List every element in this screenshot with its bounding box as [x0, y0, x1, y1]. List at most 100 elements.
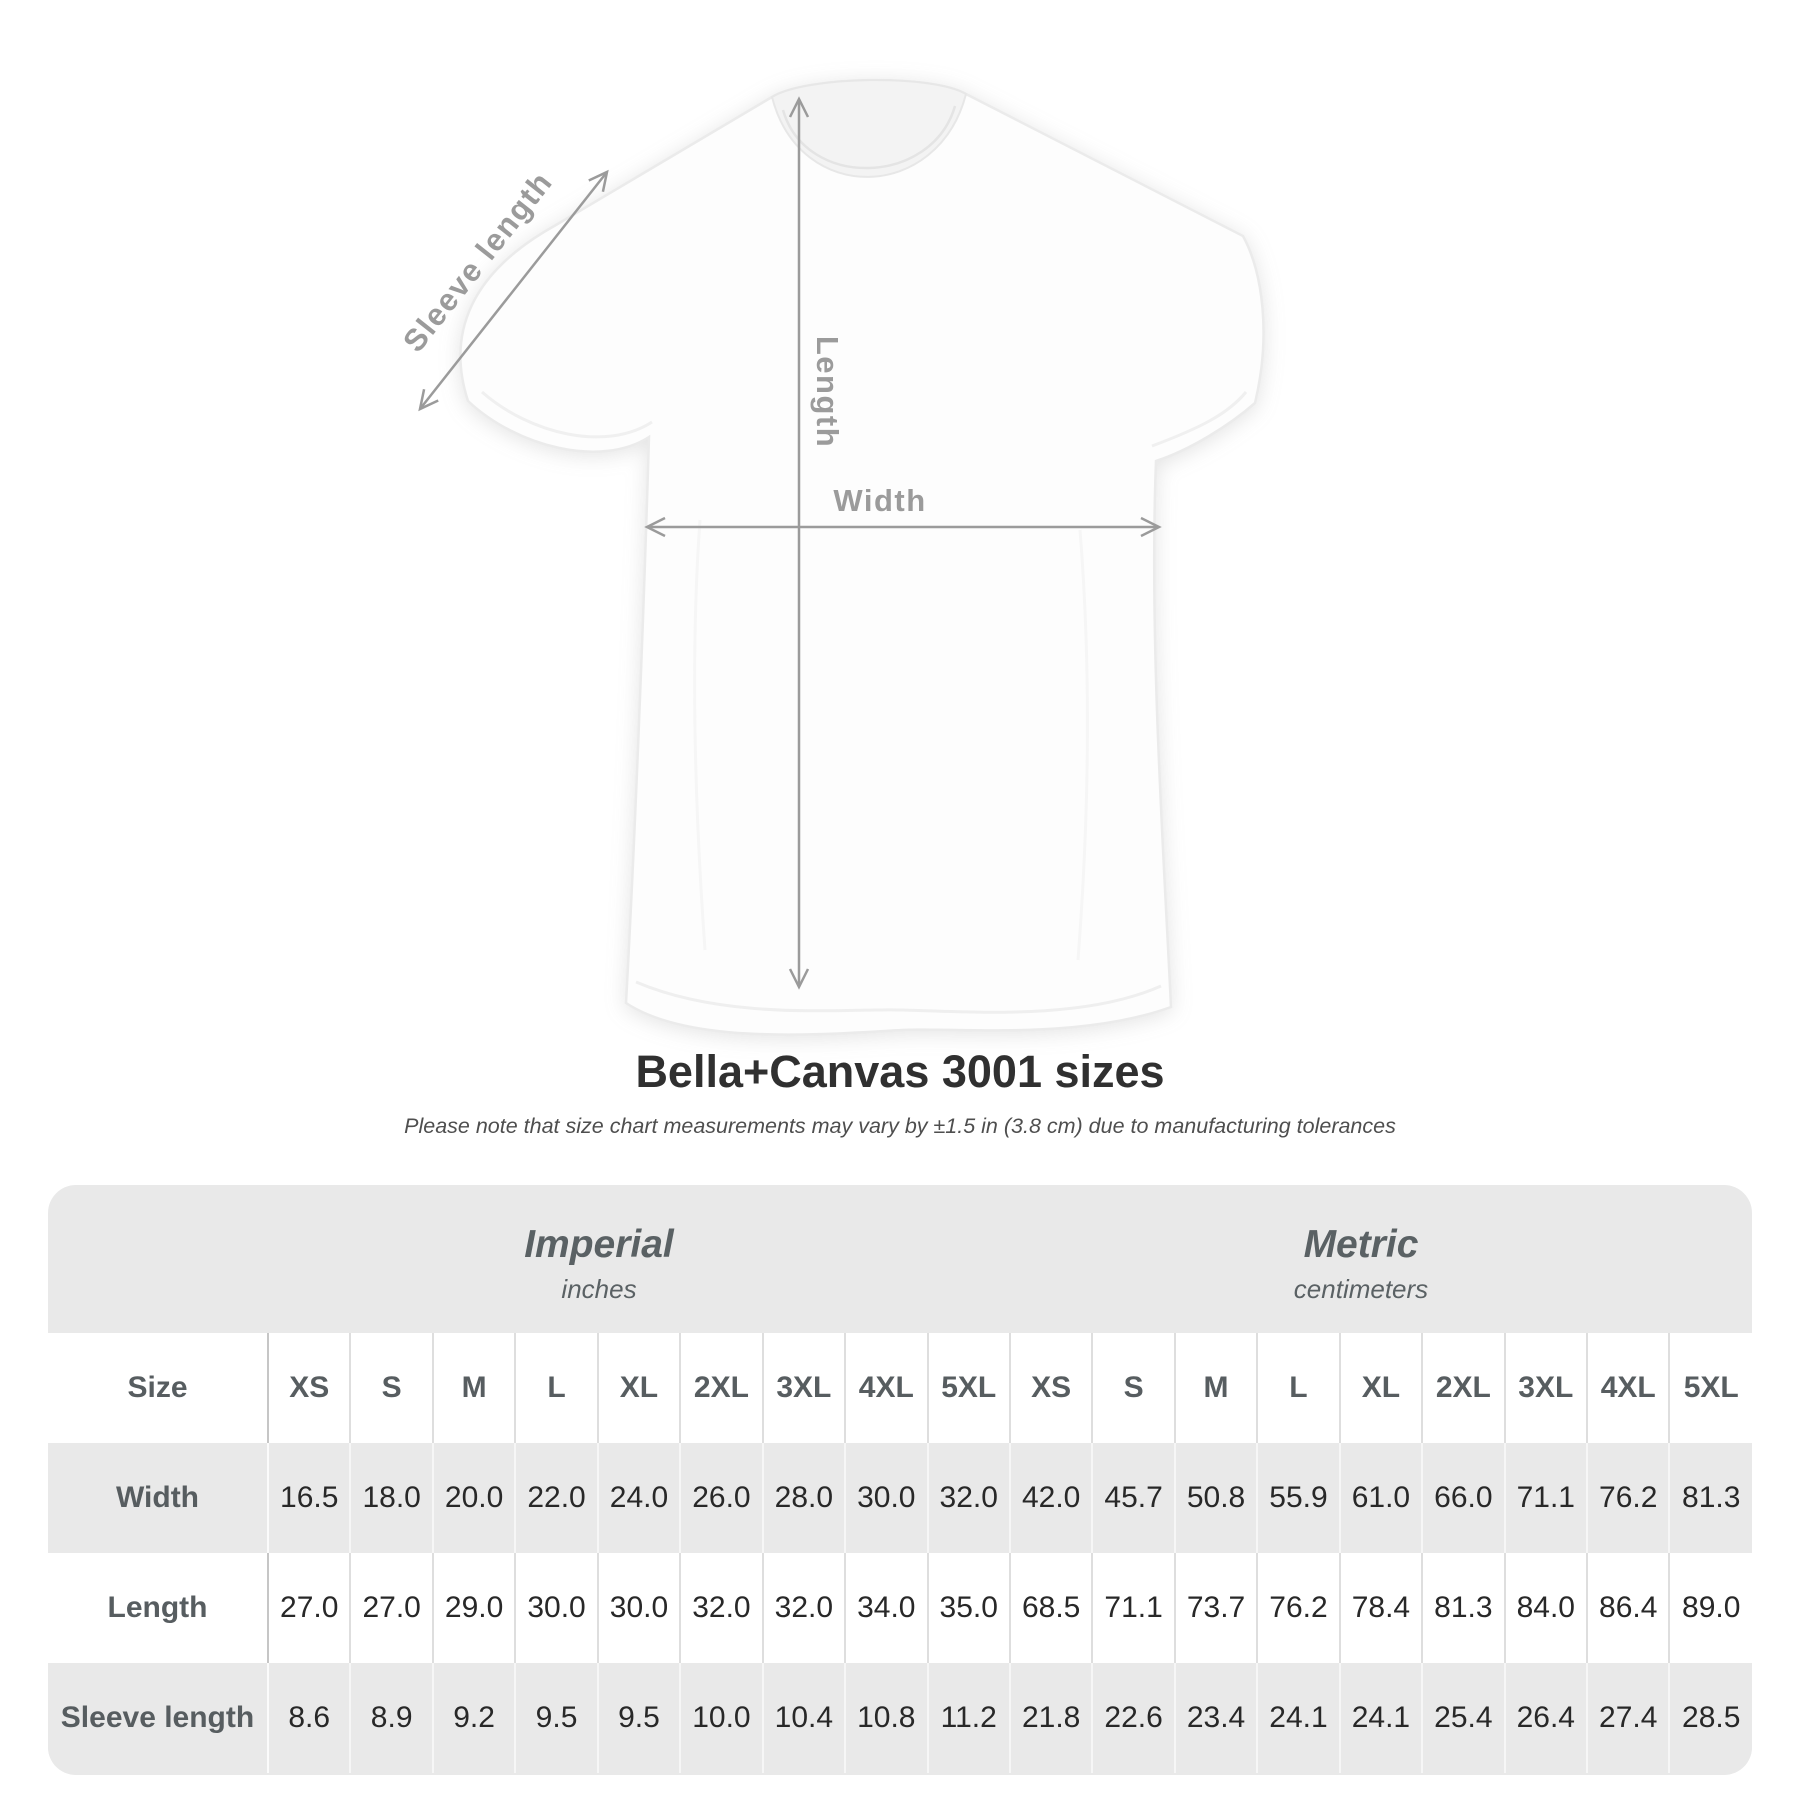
size-header-cell: S — [350, 1333, 434, 1443]
measurement-value-cell: 25.4 — [1422, 1663, 1506, 1773]
measurement-value-cell: 8.9 — [350, 1663, 434, 1773]
measurement-value-cell: 45.7 — [1092, 1443, 1176, 1553]
imperial-header: Imperial — [524, 1222, 674, 1266]
tshirt-silhouette — [459, 78, 1265, 1036]
measurement-value-cell: 23.4 — [1174, 1663, 1259, 1773]
measurement-value-cell: 16.5 — [268, 1443, 352, 1553]
measurement-value-cell: 81.3 — [1422, 1553, 1506, 1663]
measurement-value-cell: 55.9 — [1257, 1443, 1341, 1553]
size-header-cell: 4XL — [845, 1333, 929, 1443]
size-header-cell: 3XL — [762, 1333, 847, 1443]
measurement-value-cell: 78.4 — [1339, 1553, 1424, 1663]
imperial-unit-label: inches — [561, 1273, 637, 1304]
size-header-cell: 5XL — [927, 1333, 1011, 1443]
measurement-value-cell: 71.1 — [1092, 1553, 1176, 1663]
size-column-header: Size — [48, 1333, 269, 1443]
unit-system-header: Imperial inches Metric centimeters — [48, 1185, 1752, 1333]
measurement-value-cell: 28.5 — [1669, 1663, 1752, 1773]
tshirt-illustration — [459, 78, 1265, 1036]
measurement-value-cell: 26.0 — [680, 1443, 764, 1553]
tshirt-measurement-diagram: Sleeve length Length Width — [396, 78, 1265, 1036]
measurement-value-cell: 89.0 — [1669, 1553, 1752, 1663]
size-header-cell: XL — [597, 1333, 682, 1443]
right-cuff-stitch — [1151, 391, 1248, 448]
measurement-value-cell: 76.2 — [1587, 1443, 1671, 1553]
measurement-value-cell: 61.0 — [1339, 1443, 1424, 1553]
metric-unit-label: centimeters — [1293, 1273, 1429, 1304]
sleeve-length-arrow — [418, 169, 609, 412]
size-header-cell: L — [515, 1333, 599, 1443]
measurement-value-cell: 9.5 — [597, 1663, 682, 1773]
size-header-cell: M — [1174, 1333, 1259, 1443]
tolerance-note: Please note that size chart measurements… — [404, 1114, 1396, 1138]
measurement-value-cell: 32.0 — [680, 1553, 764, 1663]
size-header-cell: 4XL — [1587, 1333, 1671, 1443]
measurement-value-cell: 81.3 — [1669, 1443, 1752, 1553]
sleeve-length-row: Sleeve length 8.6 8.9 9.2 9.5 9.5 10.0 1… — [48, 1663, 1752, 1773]
fabric-fold-right — [1076, 529, 1089, 961]
row-label-sleeve-length: Sleeve length — [48, 1663, 269, 1773]
size-header-cell: 2XL — [680, 1333, 764, 1443]
measurement-value-cell: 42.0 — [1009, 1443, 1094, 1553]
collar-opening — [770, 79, 968, 178]
measurement-value-cell: 32.0 — [927, 1443, 1011, 1553]
measurement-value-cell: 22.0 — [515, 1443, 599, 1553]
size-header-cell: L — [1257, 1333, 1341, 1443]
measurement-value-cell: 76.2 — [1257, 1553, 1341, 1663]
measurement-value-cell: 73.7 — [1174, 1553, 1259, 1663]
measurement-value-cell: 20.0 — [432, 1443, 517, 1553]
measurement-value-cell: 86.4 — [1587, 1553, 1671, 1663]
measurement-value-cell: 35.0 — [927, 1553, 1011, 1663]
measurement-value-cell: 34.0 — [845, 1553, 929, 1663]
imperial-header-group: Imperial inches — [118, 1185, 1080, 1333]
measurement-value-cell: 11.2 — [927, 1663, 1011, 1773]
metric-header: Metric — [1303, 1222, 1419, 1266]
measurement-value-cell: 18.0 — [350, 1443, 434, 1553]
measurement-value-cell: 24.1 — [1257, 1663, 1341, 1773]
width-row: Width 16.5 18.0 20.0 22.0 24.0 26.0 28.0… — [48, 1443, 1752, 1553]
measurement-value-cell: 8.6 — [268, 1663, 352, 1773]
measurement-value-cell: 71.1 — [1504, 1443, 1589, 1553]
measurement-value-cell: 27.4 — [1587, 1663, 1671, 1773]
measurement-value-cell: 21.8 — [1009, 1663, 1094, 1773]
measurement-value-cell: 32.0 — [762, 1553, 847, 1663]
measurement-value-cell: 9.5 — [515, 1663, 599, 1773]
size-header-cell: XS — [268, 1333, 352, 1443]
size-header-cell: 5XL — [1669, 1333, 1752, 1443]
size-header-cell: M — [432, 1333, 517, 1443]
measurement-value-cell: 26.4 — [1504, 1663, 1589, 1773]
size-header-cell: 2XL — [1422, 1333, 1506, 1443]
measurement-value-cell: 27.0 — [350, 1553, 434, 1663]
size-table: Size XS S M L XL 2XL 3XL 4XL 5XL XS S M … — [48, 1333, 1752, 1773]
measurement-value-cell: 10.8 — [845, 1663, 929, 1773]
measurement-value-cell: 27.0 — [268, 1553, 352, 1663]
size-header-cell: XL — [1339, 1333, 1424, 1443]
size-table-card: Imperial inches Metric centimeters Size … — [48, 1185, 1752, 1775]
measurement-value-cell: 29.0 — [432, 1553, 517, 1663]
measurement-value-cell: 50.8 — [1174, 1443, 1259, 1553]
measurement-value-cell: 84.0 — [1504, 1553, 1589, 1663]
measurement-value-cell: 30.0 — [597, 1553, 682, 1663]
fabric-fold-left — [693, 519, 707, 951]
hem-stitch — [635, 980, 1162, 1014]
measurement-value-cell: 30.0 — [515, 1553, 599, 1663]
width-label: Width — [833, 483, 926, 518]
size-header-cell: XS — [1009, 1333, 1094, 1443]
length-label: Length — [810, 336, 845, 448]
size-header-row: Size XS S M L XL 2XL 3XL 4XL 5XL XS S M … — [48, 1333, 1752, 1443]
measurement-value-cell: 10.4 — [762, 1663, 847, 1773]
measurement-value-cell: 68.5 — [1009, 1553, 1094, 1663]
measurement-value-cell: 22.6 — [1092, 1663, 1176, 1773]
size-header-cell: S — [1092, 1333, 1176, 1443]
measurement-value-cell: 10.0 — [680, 1663, 764, 1773]
metric-header-group: Metric centimeters — [990, 1185, 1732, 1333]
measurement-value-cell: 24.1 — [1339, 1663, 1424, 1773]
length-row: Length 27.0 27.0 29.0 30.0 30.0 32.0 32.… — [48, 1553, 1752, 1663]
row-label-width: Width — [48, 1443, 269, 1553]
row-label-length: Length — [48, 1553, 269, 1663]
dimension-arrows — [418, 96, 1162, 990]
size-header-cell: 3XL — [1504, 1333, 1589, 1443]
measurement-value-cell: 28.0 — [762, 1443, 847, 1553]
measurement-value-cell: 9.2 — [432, 1663, 517, 1773]
